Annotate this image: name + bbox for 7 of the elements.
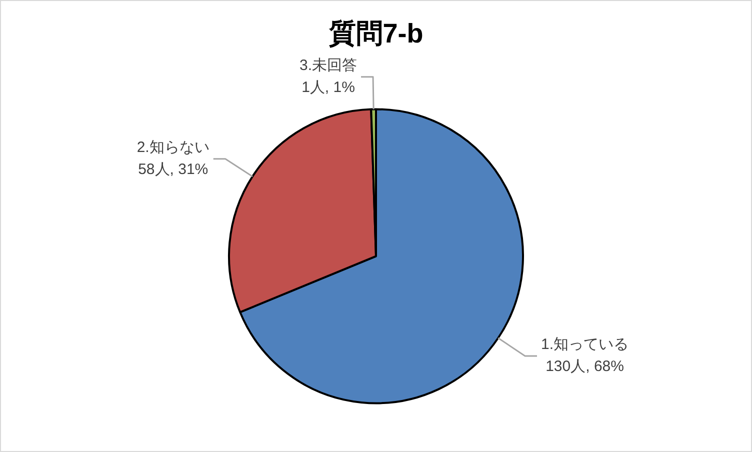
data-label: 1人, 1% [302, 79, 355, 96]
chart-title: 質問7-b [328, 18, 424, 49]
slice-label: 2.知らない [136, 139, 210, 156]
slice-label: 3.未回答 [300, 57, 358, 74]
slice-label: 1.知っている [541, 336, 629, 354]
data-label: 130人, 68% [546, 358, 624, 376]
data-label: 58人, 31% [138, 161, 208, 178]
